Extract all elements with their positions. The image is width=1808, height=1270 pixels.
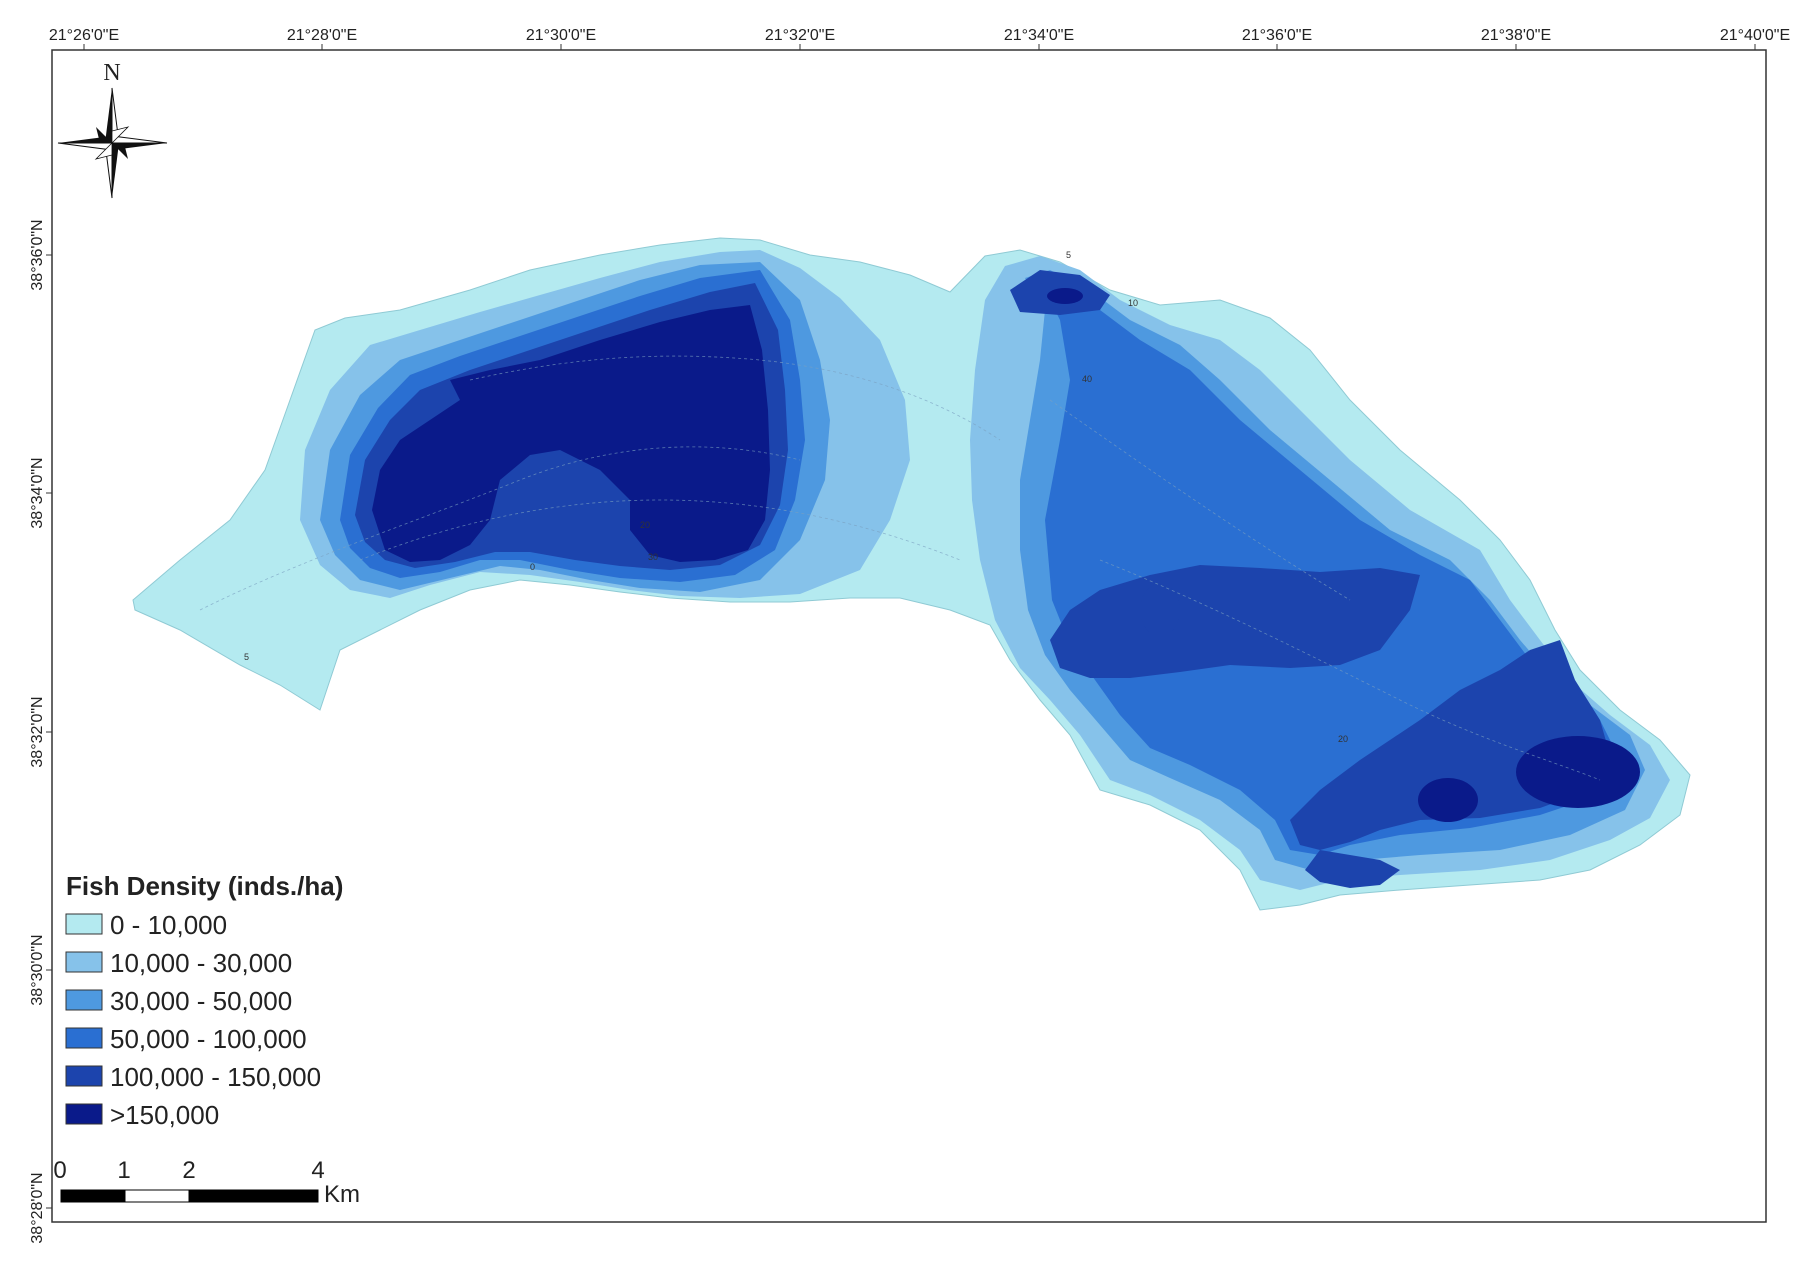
scale-label: 0 (53, 1157, 66, 1184)
depth-contours (199, 355, 1601, 781)
contour-label: 40 (1082, 374, 1092, 384)
lon-tick-label: 21°26'0"E (49, 27, 119, 44)
lon-tick-label: 21°36'0"E (1242, 27, 1312, 44)
lat-tick-label: 38°32'0"N (29, 696, 46, 767)
legend-item: 30,000 - 50,000 (65, 986, 292, 1016)
legend-label: 10,000 - 30,000 (110, 948, 292, 978)
north-arrow-icon: N (57, 60, 168, 199)
lat-tick-label: 38°28'0"N (29, 1172, 46, 1243)
density-zone-over-150000 (372, 305, 770, 562)
scale-label: 4 (311, 1157, 324, 1184)
density-zone-100000-150000 (1305, 850, 1400, 888)
density-zone-over-150000 (1047, 288, 1083, 304)
lat-tick-label: 38°36'0"N (29, 219, 46, 290)
contour-label: 0 (530, 562, 535, 572)
density-zone-over-150000 (1418, 778, 1478, 822)
legend-swatch (65, 989, 103, 1011)
scale-label: 1 (117, 1157, 130, 1184)
legend-swatch (65, 951, 103, 973)
legend-label: 30,000 - 50,000 (110, 986, 292, 1016)
legend-item: 10,000 - 30,000 (65, 948, 292, 978)
legend-label: 0 - 10,000 (110, 910, 227, 940)
lat-tick-label: 38°34'0"N (29, 457, 46, 528)
scale-unit: Km (324, 1181, 360, 1208)
lon-tick-label: 21°32'0"E (765, 27, 835, 44)
contour-label: 30 (648, 552, 658, 562)
legend-item: 50,000 - 100,000 (65, 1024, 307, 1054)
scale-bar: 0 1 2 4 Km (53, 1157, 360, 1208)
legend-label: >150,000 (110, 1100, 219, 1130)
legend-swatch (65, 1027, 103, 1049)
legend-title: Fish Density (inds./ha) (66, 871, 343, 901)
legend-label: 100,000 - 150,000 (110, 1062, 321, 1092)
lake-density-map: 5 10 40 20 0 30 20 5 (132, 237, 1691, 911)
contour-depth-labels: 5 10 40 20 0 30 20 5 (244, 250, 1348, 744)
contour-label: 20 (640, 520, 650, 530)
contour-label: 20 (1338, 734, 1348, 744)
lon-tick-label: 21°38'0"E (1481, 27, 1551, 44)
legend-item: 0 - 10,000 (65, 910, 227, 940)
contour-label: 5 (1066, 250, 1071, 260)
north-label: N (103, 60, 120, 86)
contour-label: 10 (1128, 298, 1138, 308)
lon-tick-label: 21°30'0"E (526, 27, 596, 44)
density-zone-100000-150000 (1290, 640, 1610, 850)
legend-item: >150,000 (65, 1100, 219, 1130)
lon-tick-label: 21°28'0"E (287, 27, 357, 44)
density-zone-over-150000 (1140, 584, 1180, 636)
lat-tick-label: 38°30'0"N (29, 934, 46, 1005)
legend-label: 50,000 - 100,000 (110, 1024, 307, 1054)
lon-ticks: 21°26'0"E 21°28'0"E 21°30'0"E 21°32'0"E … (49, 27, 1790, 50)
contour-label: 5 (244, 652, 249, 662)
lon-tick-label: 21°40'0"E (1720, 27, 1790, 44)
legend-swatch (65, 913, 103, 935)
legend: Fish Density (inds./ha) 0 - 10,000 10,00… (65, 871, 343, 1130)
legend-item: 100,000 - 150,000 (65, 1062, 321, 1092)
density-zone-100000-150000 (1050, 565, 1420, 678)
legend-swatch (65, 1103, 103, 1125)
scale-label: 2 (182, 1157, 195, 1184)
lon-tick-label: 21°34'0"E (1004, 27, 1074, 44)
legend-swatch (65, 1065, 103, 1087)
lat-ticks: 38°36'0"N 38°34'0"N 38°32'0"N 38°30'0"N … (29, 219, 52, 1244)
